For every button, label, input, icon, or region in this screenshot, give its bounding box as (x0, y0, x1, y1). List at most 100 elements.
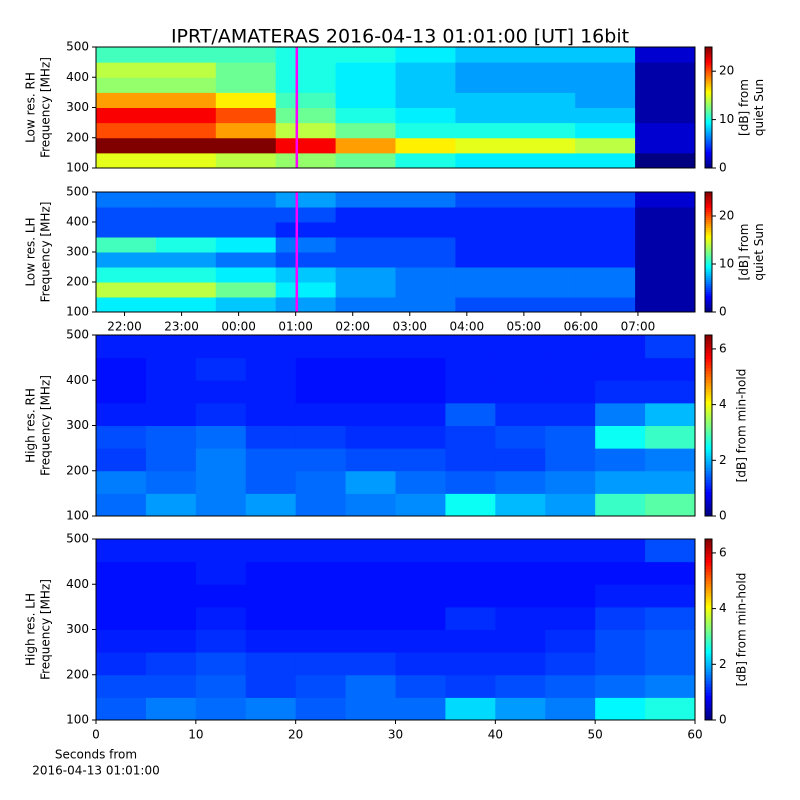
heatmap-cell (395, 47, 456, 63)
colorbar-segment (705, 75, 712, 78)
heatmap-cell (215, 62, 277, 78)
colorbar-segment (705, 566, 712, 570)
colorbar-segment (705, 485, 712, 490)
colorbar-segment (705, 131, 712, 135)
heatmap-cell (295, 402, 347, 426)
heatmap-cell (545, 357, 596, 381)
colorbar-segment (705, 503, 712, 508)
heatmap-cell (595, 470, 646, 494)
heatmap-cell (645, 561, 696, 585)
heatmap-cell (575, 92, 636, 108)
heatmap-cell (215, 137, 277, 154)
colorbar-segment (705, 123, 712, 127)
heatmap-cell (545, 629, 596, 653)
x-tick-label: 20 (288, 728, 303, 742)
heatmap-cell (275, 207, 337, 223)
colorbar-tick-label: 0 (719, 509, 727, 523)
heatmap-cell (295, 470, 347, 494)
heatmap-cell (295, 561, 347, 585)
y-axis-label: Frequency [MHz] (39, 202, 53, 303)
y-tick-label: 500 (66, 40, 89, 54)
heatmap-cell (515, 207, 576, 223)
heatmap-cell (455, 92, 516, 108)
colorbar-segment (705, 506, 712, 511)
heatmap-cell (195, 448, 247, 472)
colorbar-segment (705, 650, 712, 655)
heatmap-cell (575, 192, 636, 208)
heatmap-cell (275, 152, 337, 169)
heatmap-cell (195, 584, 247, 608)
colorbar-segment (705, 422, 712, 426)
heatmap-cell (145, 357, 197, 381)
colorbar-segment (705, 374, 712, 378)
colorbar-segment (705, 347, 712, 351)
heatmap-cell (155, 92, 217, 108)
heatmap-cell (515, 152, 576, 169)
colorbar-segment (705, 192, 712, 195)
colorbar-segment (705, 85, 712, 88)
heatmap-cell (445, 697, 496, 721)
heatmap-cell (395, 697, 446, 721)
colorbar-segment (705, 89, 712, 92)
y-axis-label: High res. RH (24, 388, 38, 463)
colorbar-segment (705, 467, 712, 472)
heatmap-cell (495, 652, 546, 676)
colorbar-segment (705, 401, 712, 405)
colorbar-segment (705, 294, 712, 297)
colorbar-segment (705, 410, 712, 414)
heatmap-cell (96, 561, 147, 585)
heatmap-cell (495, 629, 546, 653)
heatmap-cell (395, 335, 446, 359)
colorbar-segment (705, 151, 712, 155)
colorbar-segment (705, 557, 712, 561)
colorbar-segment (705, 560, 712, 564)
colorbar-segment (705, 157, 712, 161)
colorbar-segment (705, 407, 712, 411)
heatmap-cell (275, 237, 337, 253)
heatmap-cell (96, 207, 157, 223)
heatmap-cell (215, 47, 277, 63)
heatmap-cell (345, 697, 396, 721)
colorbar-segment (705, 671, 712, 676)
heatmap-cell (445, 674, 496, 698)
heatmap-cell (335, 107, 396, 124)
heatmap-cell (495, 470, 546, 494)
x-tick-label: 06:00 (564, 320, 599, 334)
heatmap-cell (635, 47, 696, 63)
heatmap-cell (145, 448, 197, 472)
colorbar-segment (705, 264, 712, 267)
heatmap-cell (395, 107, 456, 124)
colorbar-segment (705, 668, 712, 673)
colorbar-segment (705, 67, 712, 70)
colorbar-segment (705, 539, 712, 543)
heatmap-cell (96, 92, 157, 108)
colorbar-segment (705, 701, 712, 706)
colorbar-segment (705, 115, 712, 119)
colorbar-segment (705, 71, 712, 74)
heatmap-cell (195, 674, 247, 698)
colorbar-segment (705, 49, 712, 52)
colorbar-segment (705, 491, 712, 496)
heatmap-cell (455, 152, 516, 169)
heatmap-cell (275, 297, 337, 313)
colorbar-segment (705, 662, 712, 667)
colorbar-segment (705, 395, 712, 399)
colorbar-segment (705, 250, 712, 253)
heatmap-cell (155, 77, 217, 93)
heatmap-cell (275, 77, 337, 93)
colorbar-segment (705, 638, 712, 643)
heatmap-cell (96, 652, 147, 676)
colorbar-segment (705, 61, 712, 64)
heatmap-cell (155, 297, 217, 313)
colorbar-segment (705, 139, 712, 143)
heatmap-cell (455, 122, 516, 139)
heatmap-cell (395, 425, 446, 449)
colorbar-segment (705, 386, 712, 390)
heatmap-cell (595, 425, 646, 449)
heatmap-cell (445, 493, 496, 517)
colorbar-segment (705, 47, 712, 50)
colorbar-segment (705, 350, 712, 354)
heatmap-cell (545, 402, 596, 426)
heatmap-cell (215, 77, 277, 93)
